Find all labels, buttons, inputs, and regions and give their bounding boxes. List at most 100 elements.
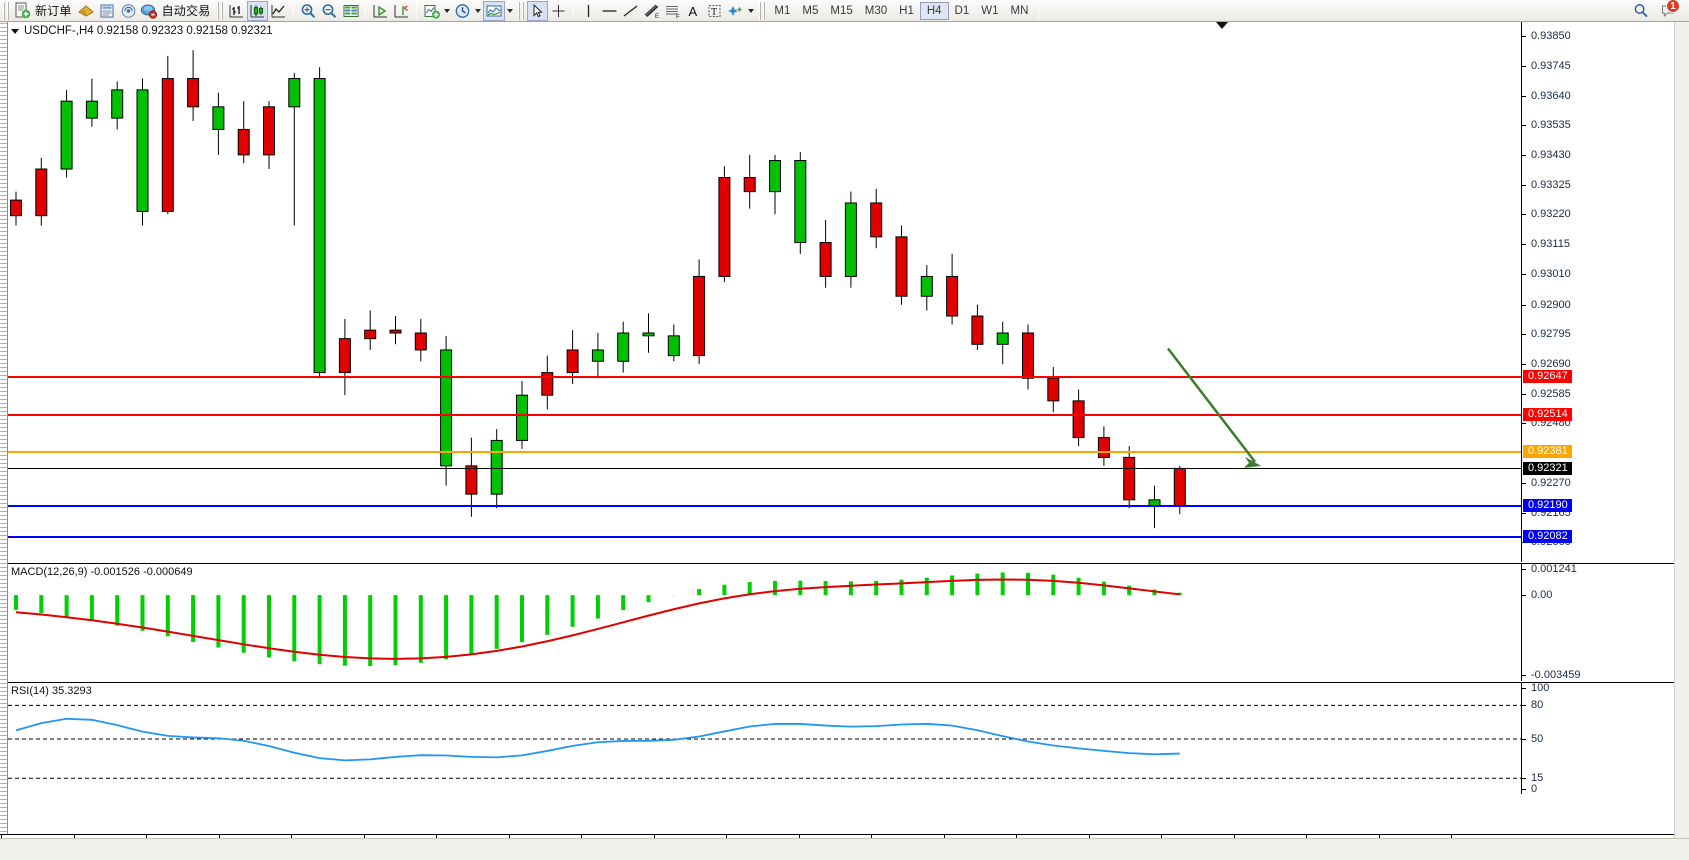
rsi-tick: 50	[1522, 734, 1543, 745]
timeframe-m30[interactable]: M30	[864, 4, 888, 17]
hline-icon[interactable]	[599, 1, 620, 21]
new-order-button[interactable]	[12, 1, 33, 21]
price-candles	[10, 50, 1186, 529]
period-icon[interactable]	[452, 1, 473, 21]
price-tick: 0.92165	[1522, 507, 1571, 519]
price-level-tag[interactable]: 0.92381	[1523, 445, 1572, 459]
shapes-icon[interactable]	[725, 1, 746, 21]
chevron-down-icon[interactable]	[11, 28, 19, 34]
rsi-tick: 100	[1522, 683, 1549, 694]
svg-text:E: E	[655, 14, 659, 19]
svg-text:A: A	[689, 4, 698, 19]
price-level-tag[interactable]: 0.92082	[1523, 529, 1572, 543]
chart-panes: USDCHF-,H4 0.92158 0.92323 0.92158 0.923…	[8, 22, 1689, 860]
chart-shift-icon[interactable]	[370, 1, 391, 21]
timeframe-mn[interactable]: MN	[1010, 4, 1029, 17]
chart-left-grip[interactable]	[0, 22, 8, 834]
timeframe-m1[interactable]: M1	[774, 4, 791, 17]
rsi-tick: 80	[1522, 700, 1543, 711]
line-chart-icon[interactable]	[268, 1, 289, 21]
vertical-scrollbar[interactable]	[1674, 22, 1689, 860]
chart-window[interactable]: USDCHF-,H4 0.92158 0.92323 0.92158 0.923…	[0, 22, 1689, 860]
macd-pane[interactable]: MACD(12,26,9) -0.001526 -0.000649 0.0012…	[8, 563, 1689, 681]
templates-dropdown-arrow[interactable]	[505, 1, 515, 21]
macd-tick: 0.00	[1522, 590, 1552, 601]
period-dropdown-arrow[interactable]	[473, 1, 483, 21]
toolbar-separator-4	[573, 2, 575, 19]
price-tick: 0.93745	[1522, 60, 1571, 72]
price-level-tag[interactable]: 0.92321	[1523, 462, 1572, 476]
timeframe-w1[interactable]: W1	[981, 4, 999, 17]
price-tick: 0.92795	[1522, 329, 1571, 340]
timeframe-m15[interactable]: M15	[830, 4, 853, 17]
price-pane[interactable]: USDCHF-,H4 0.92158 0.92323 0.92158 0.923…	[8, 22, 1689, 562]
toolbar-separator-2	[365, 2, 367, 19]
timeframe-h1[interactable]: H1	[899, 4, 914, 17]
text-label-icon[interactable]: T	[704, 1, 725, 21]
notification-badge: 1	[1666, 0, 1680, 13]
main-toolbar: 新订单	[0, 0, 1689, 22]
timeframe-m5[interactable]: M5	[802, 4, 819, 17]
vline-icon[interactable]	[578, 1, 599, 21]
notifications-icon[interactable]: 1	[1658, 0, 1680, 21]
data-window-icon[interactable]	[340, 1, 361, 21]
rsi-tick: 15	[1522, 773, 1543, 784]
rsi-axis[interactable]: 100 80 50 15 0	[1522, 683, 1689, 795]
expert-advisor-icon[interactable]	[76, 1, 97, 21]
bar-chart-icon[interactable]	[226, 1, 247, 21]
price-level-line[interactable]	[8, 535, 1521, 538]
market-watch-icon[interactable]	[97, 1, 118, 21]
price-axis[interactable]: 0.93850 0.93745 0.93640 0.93535 0.93430 0.933…	[1522, 22, 1689, 562]
rsi-plot-area[interactable]: RSI(14) 35.3293	[8, 683, 1522, 794]
macd-series	[14, 572, 1182, 667]
price-level-line[interactable]	[8, 413, 1521, 416]
cursor-icon[interactable]	[527, 0, 549, 21]
price-level-tag[interactable]: 0.92647	[1523, 370, 1572, 384]
crosshair-icon[interactable]	[548, 1, 569, 21]
toolbar-separator-1	[293, 2, 295, 19]
rsi-pane[interactable]: RSI(14) 35.3293 100 80 50 15 0	[8, 682, 1689, 795]
macd-axis[interactable]: 0.001241 0.00 -0.003459	[1522, 564, 1689, 681]
price-level-line[interactable]	[8, 468, 1521, 470]
text-icon[interactable]: A	[683, 1, 704, 21]
auto-scroll-icon[interactable]	[391, 1, 412, 21]
shapes-dropdown-arrow[interactable]	[746, 1, 756, 21]
timeframe-d1[interactable]: D1	[954, 4, 970, 17]
price-plot-area[interactable]: USDCHF-,H4 0.92158 0.92323 0.92158 0.923…	[8, 22, 1522, 562]
toolbar-separator-3	[416, 2, 418, 19]
price-level-tag[interactable]: 0.92190	[1523, 499, 1572, 513]
svg-text:F: F	[676, 14, 680, 19]
price-tick: 0.93430	[1522, 149, 1571, 161]
macd-plot-area[interactable]: MACD(12,26,9) -0.001526 -0.000649	[8, 564, 1522, 681]
toolbar-grip-2[interactable]	[217, 1, 225, 20]
search-icon[interactable]	[1631, 1, 1652, 21]
add-indicator-dropdown-arrow[interactable]	[442, 1, 452, 21]
equidistant-channel-icon[interactable]: E	[641, 1, 662, 21]
toolbar-grip-4[interactable]	[759, 1, 767, 20]
autotrading-label[interactable]: 自动交易	[161, 4, 211, 18]
price-tick: 0.92900	[1522, 299, 1571, 311]
candlestick-chart-icon[interactable]	[247, 0, 269, 21]
templates-icon[interactable]	[483, 0, 506, 21]
price-tick: 0.93010	[1522, 268, 1571, 280]
chart-top-marker	[1216, 22, 1228, 29]
price-level-line[interactable]	[8, 505, 1521, 508]
toolbar-grip-3[interactable]	[518, 1, 526, 20]
toolbar-grip-1[interactable]	[3, 1, 10, 20]
price-level-line[interactable]	[8, 376, 1521, 379]
timeframe-h4[interactable]: H4	[919, 1, 949, 20]
autotrading-icon[interactable]	[139, 1, 160, 21]
price-level-tag[interactable]: 0.92514	[1523, 407, 1572, 421]
zoom-out-icon[interactable]	[319, 1, 340, 21]
toolbar-separator-5	[1038, 2, 1040, 19]
add-indicator-icon[interactable]	[421, 1, 442, 21]
new-order-label[interactable]: 新订单	[35, 4, 72, 18]
fibonacci-icon[interactable]: F	[662, 1, 683, 21]
trendline-icon[interactable]	[620, 1, 641, 21]
symbol-ohlc-label: USDCHF-,H4 0.92158 0.92323 0.92158 0.923…	[11, 25, 273, 37]
price-level-line[interactable]	[8, 451, 1521, 454]
zoom-in-icon[interactable]	[298, 1, 319, 21]
price-tick: 0.93850	[1522, 31, 1571, 42]
macd-tick: -0.003459	[1522, 670, 1581, 681]
signals-icon[interactable]	[118, 1, 139, 21]
